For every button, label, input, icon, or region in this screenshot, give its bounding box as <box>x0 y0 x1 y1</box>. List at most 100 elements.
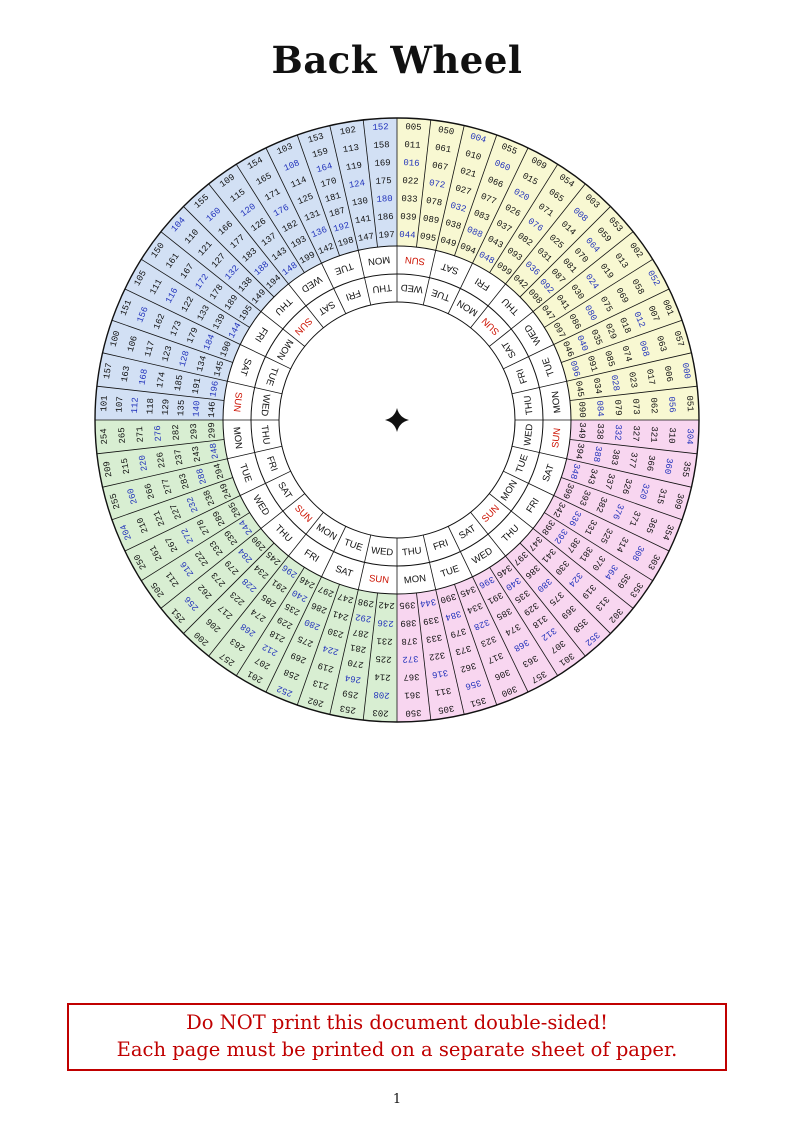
year-number: 027 <box>454 183 472 197</box>
year-number: 005 <box>405 122 422 133</box>
divider-line <box>362 592 378 721</box>
year-number: 394 <box>573 442 586 460</box>
day-label-inner: SAT <box>500 339 519 360</box>
year-number: 326 <box>620 477 634 495</box>
year-number: 248 <box>208 442 221 460</box>
year-number: 186 <box>377 212 394 223</box>
year-number: 101 <box>99 395 110 412</box>
year-number: 004 <box>469 131 487 145</box>
divider-line <box>227 380 255 388</box>
divider-line <box>528 344 554 358</box>
divider-line <box>511 387 540 395</box>
year-number: 350 <box>405 707 422 718</box>
divider-line <box>489 493 512 512</box>
divider-line <box>329 125 359 251</box>
year-number: 390 <box>439 591 457 605</box>
day-label-inner: SAT <box>457 523 478 542</box>
divider-line <box>459 551 473 577</box>
day-label-inner: THU <box>402 545 423 558</box>
divider-line <box>321 551 335 577</box>
divider-line <box>282 328 305 347</box>
year-number: 339 <box>422 614 440 627</box>
year-number: 050 <box>437 125 455 138</box>
divider-line <box>422 534 430 563</box>
day-label-inner: MON <box>314 522 339 543</box>
day-label-outer: WED <box>250 493 271 518</box>
year-number: 123 <box>160 345 174 363</box>
divider-line <box>364 277 372 306</box>
year-number: 124 <box>348 178 366 191</box>
divider-line <box>416 119 432 248</box>
divider-line <box>260 510 284 529</box>
ring-circle <box>94 117 700 723</box>
year-number: 168 <box>137 368 150 386</box>
year-number: 255 <box>108 492 122 510</box>
divider-line <box>510 311 534 330</box>
year-number: 236 <box>377 617 394 628</box>
divider-line <box>470 512 489 535</box>
day-label-inner: TUE <box>263 365 280 387</box>
divider-line <box>472 147 529 264</box>
year-number: 304 <box>684 428 695 445</box>
year-number: 174 <box>155 371 168 389</box>
divider-line <box>111 319 233 363</box>
year-number: 032 <box>449 201 467 215</box>
year-number: 298 <box>357 596 375 609</box>
divider-line <box>470 305 489 328</box>
year-number: 100 <box>108 330 122 348</box>
divider-line <box>96 439 225 455</box>
year-number: 379 <box>449 625 467 639</box>
year-number: 049 <box>439 235 457 249</box>
year-number: 016 <box>403 158 420 169</box>
year-number: 224 <box>322 643 340 657</box>
divider-line <box>539 380 567 388</box>
divider-line <box>227 452 255 460</box>
divider-line <box>566 352 692 382</box>
year-number: 185 <box>173 374 186 392</box>
divider-line <box>519 206 611 298</box>
day-label-inner: WED <box>400 281 423 294</box>
year-number: 241 <box>332 608 350 622</box>
year-number: 102 <box>339 125 357 138</box>
year-number: 006 <box>662 365 675 383</box>
year-number: 191 <box>191 377 204 395</box>
divider-line <box>282 493 305 512</box>
divider-line <box>254 387 283 395</box>
year-number: 145 <box>212 360 226 378</box>
year-number: 230 <box>327 625 345 639</box>
year-number: 140 <box>192 400 203 417</box>
day-label-inner: MON <box>274 337 295 362</box>
year-number: 170 <box>320 176 338 190</box>
year-number: 164 <box>315 161 333 175</box>
year-number: 231 <box>376 635 393 646</box>
divider-line <box>357 250 365 278</box>
divider-line <box>510 510 534 529</box>
day-label-inner: FRI <box>344 287 362 302</box>
year-number: 039 <box>400 212 417 223</box>
divider-line <box>503 356 529 370</box>
year-number: 348 <box>568 462 582 480</box>
day-label-inner: MON <box>455 297 480 318</box>
divider-line <box>487 283 506 307</box>
year-number: 117 <box>143 340 157 358</box>
day-label-outer: SAT <box>237 357 253 378</box>
year-number: 169 <box>374 158 391 169</box>
divider-line <box>240 344 266 358</box>
divider-line <box>429 562 437 590</box>
year-number: 316 <box>431 667 449 680</box>
divider-line <box>505 555 586 657</box>
divider-line <box>539 452 567 460</box>
year-number: 045 <box>573 380 586 398</box>
ring-circle <box>250 273 544 567</box>
divider-line <box>489 328 512 347</box>
divider-line <box>321 263 335 289</box>
year-number: 321 <box>648 426 659 443</box>
divider-line <box>160 231 262 312</box>
year-number: 208 <box>373 689 390 700</box>
year-number: 197 <box>378 230 395 241</box>
divider-line <box>305 305 324 328</box>
day-label-outer: FRI <box>302 547 321 564</box>
year-number: 072 <box>428 178 446 191</box>
day-label-outer: THU <box>500 295 522 317</box>
year-number: 373 <box>454 643 472 657</box>
